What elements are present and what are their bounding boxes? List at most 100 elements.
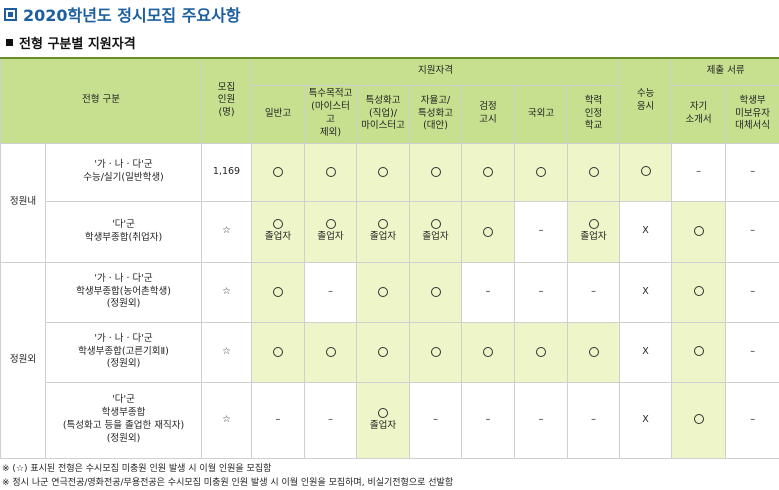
header-eligibility: 지원자격: [251, 57, 621, 86]
eligibility-cell: [461, 142, 516, 202]
section-title: 전형 구분별 지원자격: [6, 32, 136, 52]
cell-mark: –: [275, 413, 281, 425]
header-col: 자율고/ 특성화고 (대안): [409, 84, 463, 144]
circle-mark-icon: [483, 226, 494, 237]
page-title-text: 2020학년도 정시모집 주요사항: [23, 6, 241, 25]
circle-mark-icon: [378, 287, 389, 297]
eligibility-cell: [409, 261, 463, 323]
cell-sub-label: 졸업자: [317, 231, 344, 243]
suneung-cell: X: [619, 321, 673, 383]
footnote: ※ 정시 나군 연극전공/영화전공/무용전공은 수시모집 미충원 인원 발생 시…: [2, 478, 454, 488]
eligibility-cell: [356, 142, 411, 202]
document-cell: –: [725, 200, 779, 263]
header-doc-col: 자기 소개서: [671, 84, 727, 144]
header-col: 학력 인정 학교: [567, 84, 621, 144]
eligibility-cell: –: [514, 381, 569, 459]
eligibility-cell: [356, 321, 411, 383]
section-title-text: 전형 구분별 지원자격: [19, 36, 136, 52]
eligibility-cell: [514, 142, 569, 202]
eligibility-cell: [461, 200, 516, 263]
circle-mark-icon: [693, 414, 704, 425]
cell-mark: –: [591, 285, 596, 297]
eligibility-cell: –: [461, 261, 516, 323]
quota-value: ☆: [201, 381, 253, 459]
cell-mark: –: [433, 413, 438, 425]
circle-mark-icon: [325, 347, 336, 357]
page-title: 2020학년도 정시모집 주요사항: [4, 2, 241, 26]
circle-mark-icon: [536, 167, 547, 177]
document-cell: –: [671, 142, 727, 202]
eligibility-cell: –: [567, 381, 621, 459]
table-row: 정원내 '가 · 나 · 다'군 수능/실기(일반학생) 1,169– –: [0, 142, 779, 263]
eligibility-cell: 졸업자: [251, 200, 306, 263]
eligibility-cell: –: [251, 381, 306, 459]
document-cell: [671, 200, 727, 263]
eligibility-cell: –: [461, 381, 516, 459]
circle-mark-icon: [588, 347, 599, 357]
suneung-cell: X: [619, 261, 673, 323]
header-suneung: 수능 응시: [619, 57, 673, 144]
eligibility-cell: 졸업자: [304, 200, 358, 263]
circle-mark-icon: [430, 347, 441, 357]
eligibility-cell: –: [409, 381, 463, 459]
header-documents: 제출 서류: [671, 57, 779, 86]
suneung-cell: X: [619, 200, 673, 263]
eligibility-cell: [461, 321, 516, 383]
cell-mark: –: [538, 413, 544, 425]
eligibility-cell: –: [514, 261, 569, 323]
admission-type: '다'군 학생부종합(취업자): [44, 200, 203, 263]
eligibility-cell: [409, 321, 463, 383]
eligibility-cell: –: [514, 200, 569, 263]
document-cell: –: [725, 261, 779, 323]
circle-mark-icon: [588, 219, 599, 230]
circle-mark-icon: [693, 346, 704, 357]
square-bullet-icon: [4, 7, 17, 21]
eligibility-cell: [251, 142, 306, 202]
cell-sub-label: 졸업자: [369, 419, 397, 431]
eligibility-cell: [567, 321, 621, 383]
admission-type: '가 · 나 · 다'군 학생부종합(농어촌학생) (정원외): [44, 261, 203, 323]
quota-value: ☆: [201, 261, 253, 323]
document-cell: [671, 261, 727, 323]
circle-mark-icon: [483, 347, 494, 357]
header-doc-col: 학생부 미보유자 대체서식: [725, 84, 779, 144]
circle-mark-icon: [273, 347, 284, 357]
circle-mark-icon: [378, 407, 389, 418]
quota-value: 1,169: [201, 142, 253, 202]
admission-type: '다'군 학생부종합 (특성화고 등을 졸업한 재직자) (정원외): [44, 381, 203, 459]
circle-mark-icon: [273, 287, 284, 297]
header-col: 국외고: [514, 84, 569, 144]
header-col: 특수목적고 (마이스터고 제외): [304, 84, 358, 144]
quota-value: ☆: [201, 200, 253, 263]
square-bullet-icon: [6, 38, 13, 46]
circle-mark-icon: [588, 167, 599, 177]
circle-mark-icon: [430, 167, 441, 177]
admission-type: '가 · 나 · 다'군 수능/실기(일반학생): [44, 142, 203, 202]
eligibility-table: 전형 구분 모집 인원 (명) 지원자격 수능 응시 제출 서류 일반고 특수목적…: [0, 57, 779, 459]
cell-sub-label: 졸업자: [369, 231, 397, 243]
circle-mark-icon: [378, 347, 389, 357]
table-row: '다'군 학생부종합 (특성화고 등을 졸업한 재직자) (정원외) ☆ – – 졸업자…: [1, 381, 779, 459]
eligibility-cell: [304, 321, 358, 383]
cell-mark: –: [538, 285, 544, 297]
document-cell: [671, 321, 727, 383]
group-label: 정원내: [0, 142, 46, 263]
eligibility-cell: [409, 142, 463, 202]
header-col: 특성화고 (직업)/ 마이스터고: [356, 84, 411, 144]
cell-mark: –: [328, 413, 333, 425]
circle-mark-icon: [536, 347, 547, 357]
circle-mark-icon: [693, 225, 704, 236]
circle-mark-icon: [273, 167, 284, 177]
document-cell: –: [725, 321, 779, 383]
circle-mark-icon: [693, 286, 704, 297]
eligibility-cell: [251, 261, 306, 323]
cell-mark: –: [485, 285, 491, 297]
eligibility-cell: 졸업자: [409, 200, 463, 263]
circle-mark-icon: [430, 287, 441, 297]
cell-sub-label: 졸업자: [580, 231, 607, 243]
eligibility-cell: [514, 321, 569, 383]
circle-mark-icon: [325, 219, 336, 230]
circle-mark-icon: [325, 167, 336, 177]
quota-value: ☆: [201, 321, 253, 383]
header-col: 일반고: [251, 84, 306, 144]
